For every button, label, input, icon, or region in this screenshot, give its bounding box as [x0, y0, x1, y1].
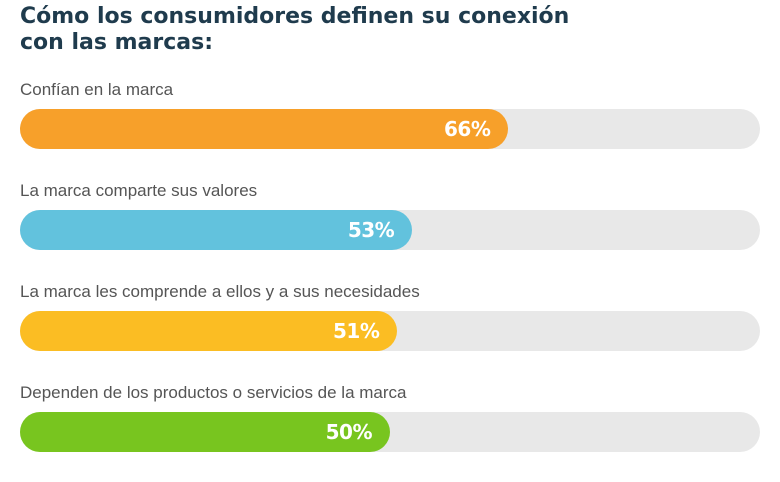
- bar-track: 50%: [20, 412, 760, 452]
- bar-row: La marca les comprende a ellos y a sus n…: [20, 280, 760, 381]
- bar-track: 51%: [20, 311, 760, 351]
- bar-category-label: Confían en la marca: [20, 80, 174, 99]
- bar-value-label: 50%: [325, 420, 373, 444]
- bar: 66%: [20, 109, 509, 149]
- bar-track: 66%: [20, 109, 760, 149]
- bar-track: 53%: [20, 210, 760, 250]
- chart: Cómo los consumidores definen su conexió…: [20, 4, 760, 452]
- bar: 51%: [20, 311, 398, 351]
- bar-row: Dependen de los productos o servicios de…: [20, 381, 760, 482]
- bar: 53%: [20, 210, 413, 250]
- chart-title: Cómo los consumidores definen su conexió…: [20, 4, 570, 55]
- bar-row: La marca comparte sus valores 53%: [20, 179, 760, 280]
- bar: 50%: [20, 412, 390, 452]
- bar-list: Confían en la marca 66% La marca comparte …: [20, 78, 760, 482]
- bar-value-label: 53%: [347, 218, 395, 242]
- bar-row: Confían en la marca 66%: [20, 78, 760, 179]
- bar-category-label: La marca les comprende a ellos y a sus n…: [20, 282, 420, 301]
- bar-category-label: Dependen de los productos o servicios de…: [20, 383, 407, 402]
- bar-value-label: 51%: [333, 319, 380, 343]
- bar-category-label: La marca comparte sus valores: [20, 181, 258, 200]
- bar-value-label: 66%: [444, 117, 491, 141]
